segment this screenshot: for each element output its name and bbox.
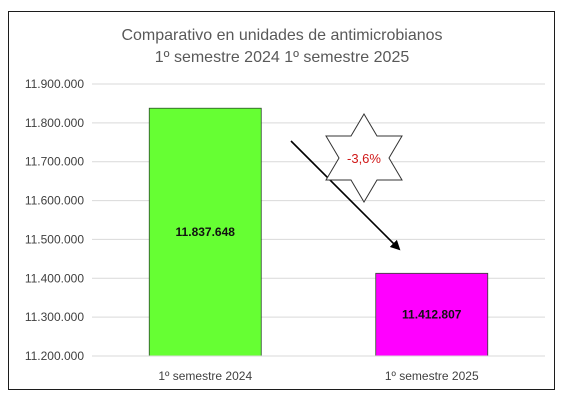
y-tick-label: 11.700.000 (25, 155, 84, 169)
chart-title-line-2: 1º semestre 2024 1º semestre 2025 (155, 49, 410, 66)
y-tick-label: 11.500.000 (25, 232, 84, 246)
y-tick-label: 11.800.000 (25, 116, 84, 130)
data-labels: 11.837.648 11.412.807 (176, 225, 462, 322)
x-category-label: 1º semestre 2025 (385, 369, 479, 383)
x-category-label: 1º semestre 2024 (158, 369, 252, 383)
x-axis-categories: 1º semestre 2024 1º semestre 2025 (158, 369, 479, 383)
y-tick-label: 11.400.000 (25, 271, 84, 285)
y-tick-label: 11.900.000 (25, 77, 84, 91)
bar-value-label: 11.412.807 (402, 308, 462, 322)
bar (375, 272, 489, 357)
annotation-star (325, 113, 403, 203)
bar-value-label: 11.837.648 (176, 225, 236, 239)
annotation-text: -3,6% (347, 151, 381, 166)
y-tick-label: 11.200.000 (25, 349, 84, 363)
y-axis-ticks: 11.200.000 11.300.000 11.400.000 11.500.000… (25, 77, 84, 363)
bar (148, 107, 262, 357)
y-tick-label: 11.300.000 (25, 310, 84, 324)
y-tick-label: 11.600.000 (25, 194, 84, 208)
trend-arrow (290, 140, 401, 251)
chart-title-line-1: Comparativo en unidades de antimicrobian… (121, 27, 442, 44)
bars (148, 107, 489, 357)
